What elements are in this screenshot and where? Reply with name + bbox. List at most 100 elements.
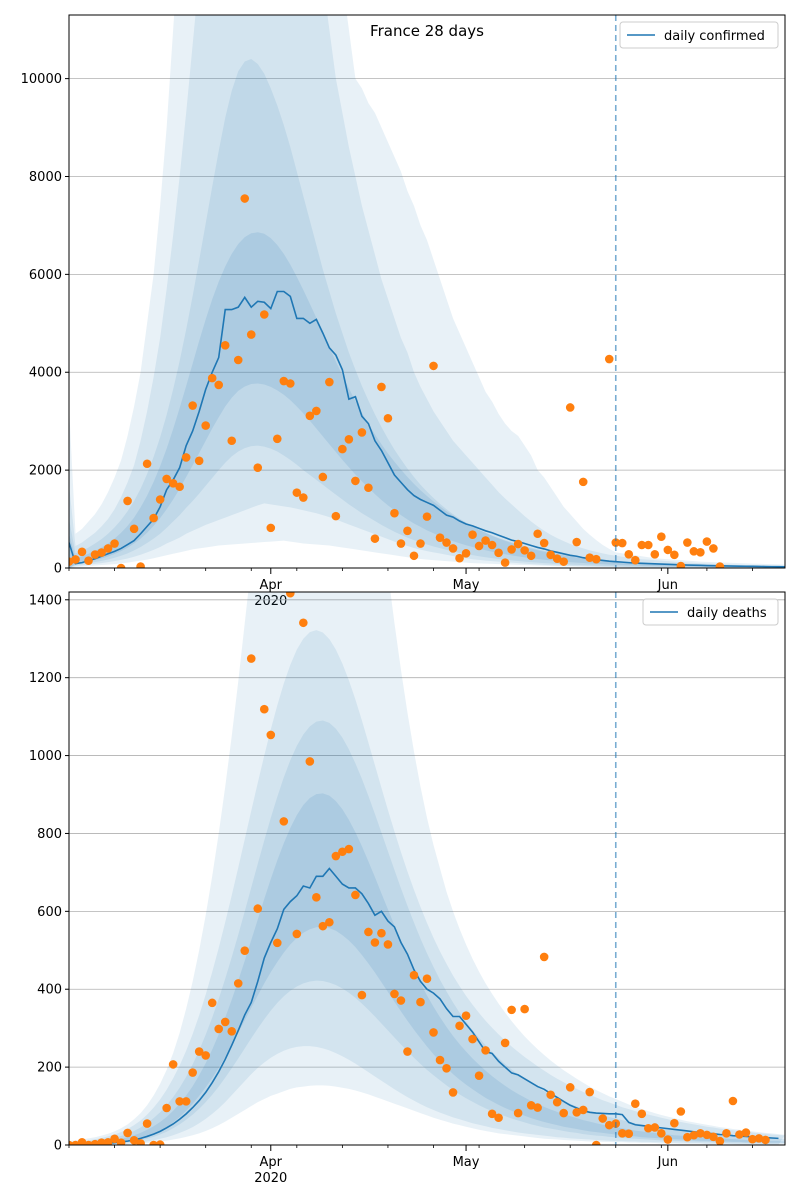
observed-point	[507, 1005, 516, 1015]
observed-point	[689, 1130, 699, 1140]
observed-point	[370, 534, 380, 543]
observed-point	[155, 1140, 165, 1145]
y-tick-label: 8000	[29, 170, 62, 185]
observed-point	[546, 550, 555, 560]
observed-point	[578, 1105, 588, 1115]
observed-point	[617, 1129, 627, 1138]
observed-point	[435, 1055, 445, 1065]
y-tick-label: 1000	[29, 749, 62, 764]
legend: daily confirmed	[619, 21, 779, 49]
observed-point	[97, 1138, 106, 1145]
observed-point	[448, 544, 458, 553]
observed-point	[409, 551, 419, 561]
observed-point	[396, 539, 406, 548]
observed-point	[396, 996, 406, 1005]
observed-point	[266, 523, 276, 533]
observed-point	[292, 488, 302, 497]
observed-point	[539, 538, 549, 548]
observed-point	[233, 355, 243, 365]
observed-point	[286, 379, 295, 388]
observed-point	[259, 704, 269, 714]
plot-area	[69, 592, 785, 1145]
observed-point	[559, 557, 568, 566]
legend-label: daily deaths	[687, 606, 767, 621]
observed-point	[240, 946, 250, 955]
plot-area	[69, 15, 785, 568]
observed-point	[136, 1139, 145, 1145]
uncertainty-band-4	[69, 232, 785, 568]
observed-point	[630, 1099, 640, 1109]
observed-point	[409, 970, 419, 980]
observed-point	[344, 844, 354, 854]
observed-point	[657, 1129, 666, 1138]
observed-point	[683, 1132, 692, 1142]
y-tick-label: 2000	[29, 464, 62, 479]
observed-point	[110, 1134, 119, 1144]
observed-point	[175, 1097, 184, 1106]
observed-point	[728, 1096, 738, 1106]
observed-point	[129, 1136, 139, 1145]
observed-point	[168, 479, 178, 488]
observed-point	[448, 1088, 458, 1097]
observed-point	[754, 1134, 764, 1143]
observed-point	[103, 544, 113, 553]
observed-point	[364, 483, 373, 493]
y-tick-label: 4000	[29, 366, 62, 381]
observed-point	[253, 463, 263, 472]
observed-point	[305, 757, 315, 766]
observed-point	[312, 893, 321, 902]
y-tick-label: 800	[37, 827, 62, 842]
observed-point	[455, 553, 464, 563]
observed-point	[84, 1140, 93, 1145]
observed-point	[735, 1130, 744, 1139]
observed-point	[552, 554, 562, 563]
observed-point	[331, 851, 341, 861]
observed-point	[207, 998, 217, 1008]
observed-point	[644, 1123, 653, 1133]
observed-point	[565, 403, 575, 412]
observed-point	[461, 1011, 471, 1021]
observed-point	[487, 540, 497, 550]
observed-point	[670, 1118, 679, 1128]
observed-point	[572, 1107, 582, 1117]
observed-point	[338, 444, 347, 454]
observed-point	[403, 526, 412, 536]
observed-point	[383, 940, 393, 949]
observed-point	[90, 1139, 100, 1145]
observed-point	[149, 513, 158, 523]
uncertainty-band-2	[69, 15, 785, 568]
observed-point	[507, 545, 516, 554]
x-tick-label: Apr	[260, 578, 283, 593]
uncertainty-band-3	[69, 59, 785, 568]
observed-point	[416, 997, 425, 1007]
observed-point	[149, 1140, 158, 1145]
observed-point	[233, 979, 243, 988]
observed-point	[351, 890, 360, 900]
uncertainty-band-1	[69, 592, 785, 1145]
observed-point	[103, 1137, 113, 1145]
y-tick-label: 6000	[29, 268, 62, 283]
y-tick-label: 0	[54, 562, 62, 577]
observed-point	[578, 477, 588, 487]
observed-point	[683, 538, 692, 547]
observed-point	[715, 1136, 725, 1145]
observed-point	[500, 558, 510, 567]
x-tick-label: Jun	[657, 1155, 678, 1170]
observed-point	[676, 561, 686, 568]
observed-point	[227, 1026, 237, 1036]
legend: daily deaths	[642, 598, 779, 626]
legend-box	[642, 598, 779, 626]
observed-point	[207, 373, 217, 383]
observed-point	[318, 921, 328, 931]
observed-point	[71, 1140, 80, 1145]
observed-point	[416, 539, 425, 548]
observed-point	[220, 1017, 230, 1027]
observed-point	[494, 1113, 503, 1123]
observed-point	[97, 548, 106, 557]
observed-point	[357, 990, 367, 1000]
y-tick-label: 600	[37, 905, 62, 920]
y-tick-label: 200	[37, 1061, 62, 1076]
observed-point	[325, 377, 334, 387]
